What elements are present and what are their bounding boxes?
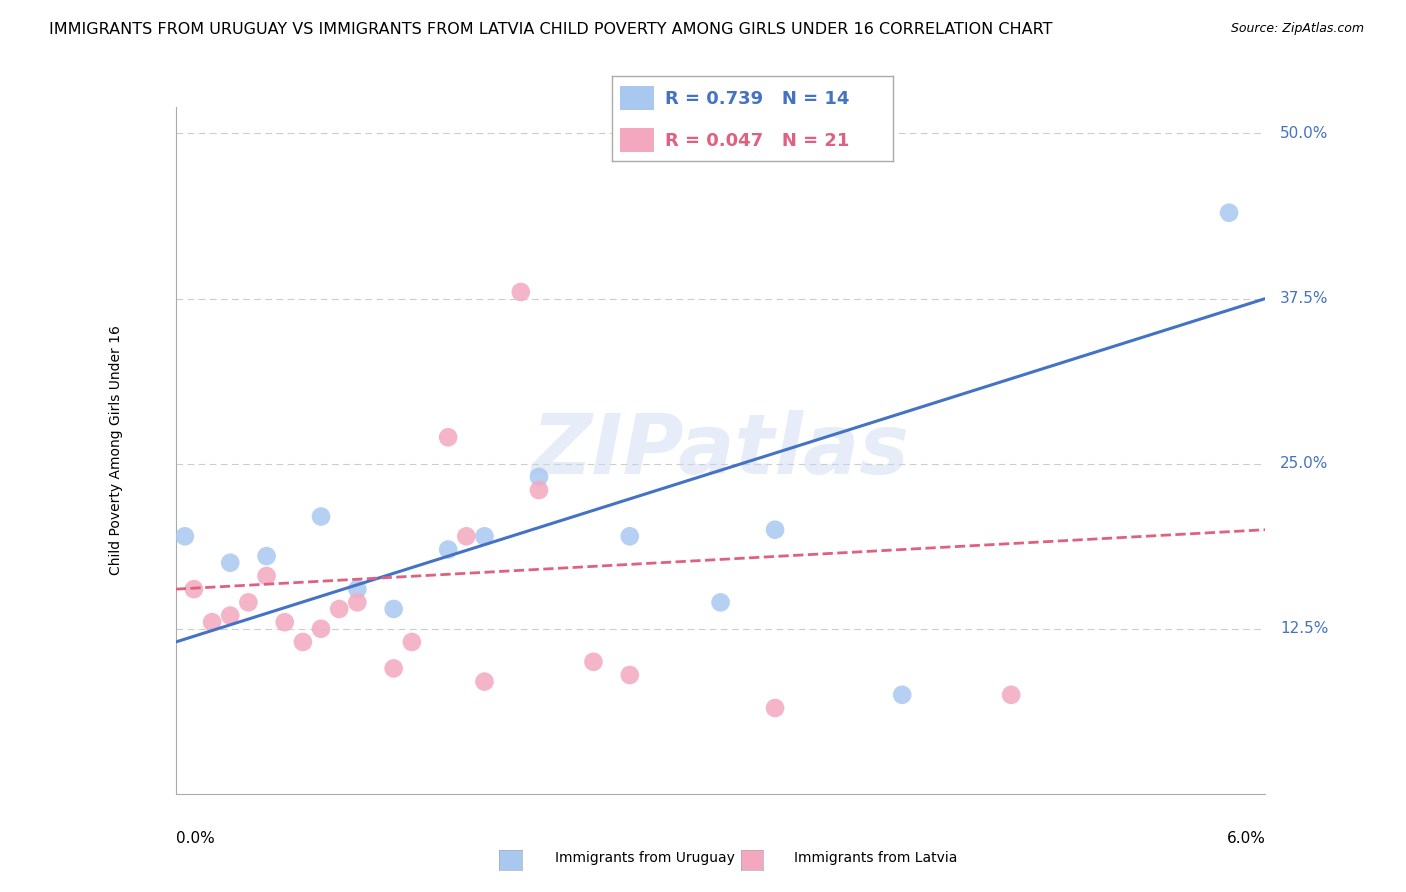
Bar: [620, 86, 654, 110]
Point: [710, 595, 733, 609]
Point: [509, 285, 531, 299]
Point: [219, 608, 242, 623]
Point: [527, 483, 550, 497]
Text: 50.0%: 50.0%: [1279, 126, 1329, 141]
Point: [401, 635, 423, 649]
Point: [173, 529, 195, 543]
Point: [619, 668, 641, 682]
Point: [527, 470, 550, 484]
Text: 37.5%: 37.5%: [1279, 291, 1329, 306]
Text: IMMIGRANTS FROM URUGUAY VS IMMIGRANTS FROM LATVIA CHILD POVERTY AMONG GIRLS UNDE: IMMIGRANTS FROM URUGUAY VS IMMIGRANTS FR…: [49, 22, 1053, 37]
Point: [456, 529, 478, 543]
Point: [201, 615, 224, 630]
Point: [437, 542, 460, 557]
Point: [1000, 688, 1022, 702]
Text: 25.0%: 25.0%: [1279, 456, 1329, 471]
Point: [309, 622, 332, 636]
Text: ZIPatlas: ZIPatlas: [531, 410, 910, 491]
Point: [582, 655, 605, 669]
Point: [763, 523, 786, 537]
Text: Immigrants from Uruguay: Immigrants from Uruguay: [555, 851, 735, 865]
Point: [219, 556, 242, 570]
Point: [274, 615, 297, 630]
Point: [763, 701, 786, 715]
Point: [346, 582, 368, 596]
Point: [437, 430, 460, 444]
Bar: [620, 128, 654, 152]
Point: [474, 529, 496, 543]
Text: 12.5%: 12.5%: [1279, 621, 1329, 636]
Point: [619, 529, 641, 543]
Point: [183, 582, 205, 596]
Point: [328, 602, 350, 616]
Point: [382, 602, 405, 616]
Text: R = 0.047   N = 21: R = 0.047 N = 21: [665, 132, 849, 150]
Text: Immigrants from Latvia: Immigrants from Latvia: [794, 851, 957, 865]
Point: [256, 569, 278, 583]
Point: [382, 661, 405, 675]
Text: R = 0.739   N = 14: R = 0.739 N = 14: [665, 90, 849, 108]
Point: [891, 688, 914, 702]
Point: [474, 674, 496, 689]
Text: Child Poverty Among Girls Under 16: Child Poverty Among Girls Under 16: [108, 326, 122, 575]
Point: [309, 509, 332, 524]
Text: 6.0%: 6.0%: [1226, 830, 1265, 846]
Point: [291, 635, 314, 649]
Point: [238, 595, 260, 609]
Point: [1218, 205, 1240, 219]
Point: [346, 595, 368, 609]
Text: 0.0%: 0.0%: [176, 830, 215, 846]
Point: [256, 549, 278, 563]
Text: Source: ZipAtlas.com: Source: ZipAtlas.com: [1230, 22, 1364, 36]
